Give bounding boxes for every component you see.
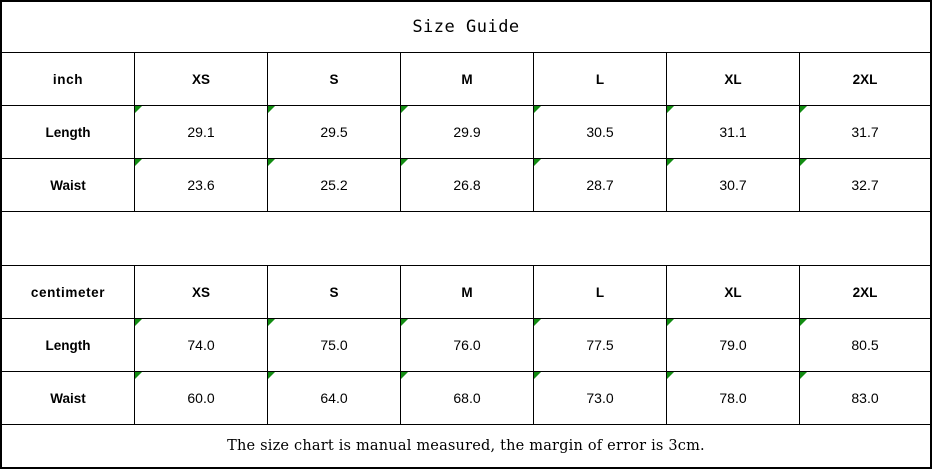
centimeter-waist-xs: 60.0 — [135, 372, 268, 424]
inch-waist-label: Waist — [2, 159, 135, 211]
centimeter-length-xl: 79.0 — [667, 319, 800, 371]
table-row: Length 74.0 75.0 76.0 77.5 79.0 80.5 — [2, 319, 930, 372]
inch-waist-2xl: 32.7 — [800, 159, 930, 211]
inch-waist-xl: 30.7 — [667, 159, 800, 211]
table-separator-row — [2, 212, 930, 266]
inch-length-label: Length — [2, 106, 135, 158]
centimeter-size-header-s: S — [268, 266, 401, 318]
inch-table-header-row: inch XS S M L XL 2XL — [2, 53, 930, 106]
table-row: Waist 23.6 25.2 26.8 28.7 30.7 32.7 — [2, 159, 930, 212]
page-title: Size Guide — [412, 17, 520, 37]
centimeter-size-header-2xl: 2XL — [852, 284, 878, 300]
inch-size-header-s: S — [268, 53, 401, 105]
footer-note-row: The size chart is manual measured, the m… — [2, 425, 930, 467]
centimeter-waist-m: 68.0 — [401, 372, 534, 424]
inch-size-header-l: L — [534, 53, 667, 105]
centimeter-size-header-xs: XS — [135, 266, 268, 318]
centimeter-size-header-m: M — [401, 266, 534, 318]
inch-size-header-xl: XL — [667, 53, 800, 105]
centimeter-length-s: 75.0 — [268, 319, 401, 371]
centimeter-length-m: 76.0 — [401, 319, 534, 371]
centimeter-size-header-xl: XL — [667, 266, 800, 318]
inch-waist-m: 26.8 — [401, 159, 534, 211]
inch-waist-s: 25.2 — [268, 159, 401, 211]
inch-length-2xl: 31.7 — [800, 106, 930, 158]
centimeter-waist-label: Waist — [2, 372, 135, 424]
inch-size-header-m: M — [401, 53, 534, 105]
centimeter-length-label: Length — [2, 319, 135, 371]
centimeter-size-header-l: L — [534, 266, 667, 318]
inch-unit-label: inch — [2, 53, 135, 105]
centimeter-length-l: 77.5 — [534, 319, 667, 371]
inch-waist-l: 28.7 — [534, 159, 667, 211]
inch-length-xl: 31.1 — [667, 106, 800, 158]
inch-length-s: 29.5 — [268, 106, 401, 158]
centimeter-waist-xl: 78.0 — [667, 372, 800, 424]
centimeter-waist-l: 73.0 — [534, 372, 667, 424]
inch-length-xs: 29.1 — [135, 106, 268, 158]
table-row: Length 29.1 29.5 29.9 30.5 31.1 31.7 — [2, 106, 930, 159]
inch-length-m: 29.9 — [401, 106, 534, 158]
title-row: Size Guide — [2, 2, 930, 53]
centimeter-length-2xl: 80.5 — [800, 319, 930, 371]
inch-waist-xs: 23.6 — [135, 159, 268, 211]
centimeter-table-header-row: centimeter XS S M L XL 2XL — [2, 266, 930, 319]
measurement-disclaimer: The size chart is manual measured, the m… — [227, 438, 705, 454]
inch-size-header-2xl: 2XL — [852, 71, 878, 87]
centimeter-waist-s: 64.0 — [268, 372, 401, 424]
centimeter-unit-label: centimeter — [2, 266, 135, 318]
inch-length-l: 30.5 — [534, 106, 667, 158]
centimeter-length-xs: 74.0 — [135, 319, 268, 371]
centimeter-waist-2xl: 83.0 — [800, 372, 930, 424]
table-row: Waist 60.0 64.0 68.0 73.0 78.0 83.0 — [2, 372, 930, 425]
inch-size-header-xs: XS — [135, 53, 268, 105]
